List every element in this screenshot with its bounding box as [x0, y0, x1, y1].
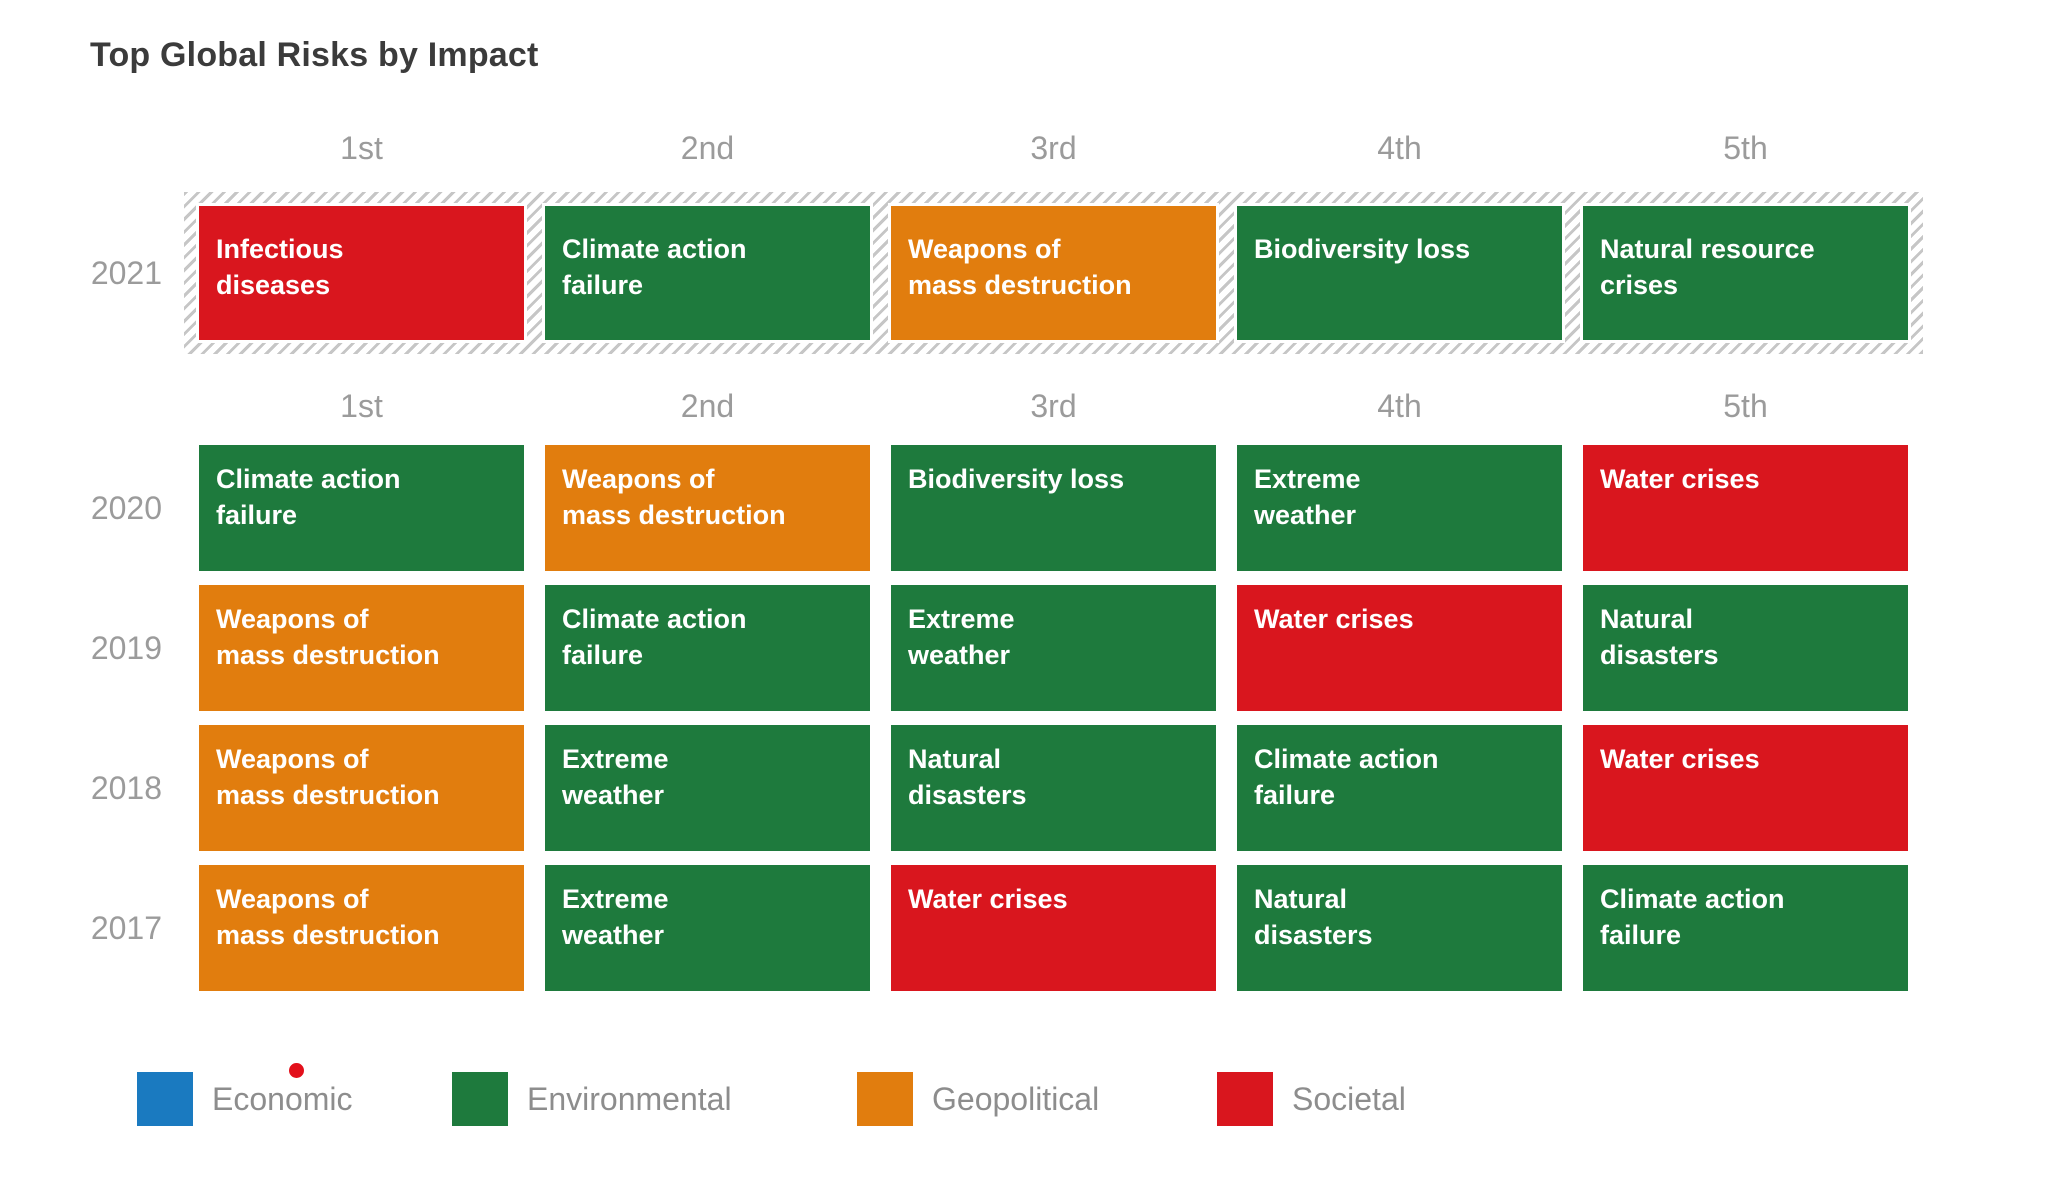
legend-label-societal: Societal: [1292, 1080, 1406, 1117]
risk-cell-2021-rank1-societal: Infectious diseases: [199, 206, 524, 340]
risk-row-2021: Infectious diseases Climate action failur…: [199, 206, 1908, 340]
risk-cell-2018-rank2-environmental: Extreme weather: [545, 725, 870, 851]
legend-item-geopolitical: Geopolitical: [857, 1072, 1099, 1126]
risk-cell-2018-rank4-environmental: Climate action failure: [1237, 725, 1562, 851]
rank-header-top-1: 1st: [340, 130, 383, 166]
risk-cell-2017-rank4-environmental: Natural disasters: [1237, 865, 1562, 991]
rank-header-bottom-5: 5th: [1723, 388, 1768, 424]
risk-cell-2019-rank2-environmental: Climate action failure: [545, 585, 870, 711]
legend-item-environmental: Environmental: [452, 1072, 732, 1126]
year-label-2018: 2018: [90, 770, 162, 806]
cursor-dot: [289, 1063, 304, 1078]
risk-cell-2020-rank5-societal: Water crises: [1583, 445, 1908, 571]
rank-header-bottom-2: 2nd: [680, 388, 735, 424]
year-label-2020: 2020: [90, 490, 162, 526]
risk-cell-2020-rank2-geopolitical: Weapons of mass destruction: [545, 445, 870, 571]
risk-cell-2021-rank2-environmental: Climate action failure: [545, 206, 870, 340]
legend-swatch-geopolitical: [857, 1072, 913, 1126]
legend-swatch-societal: [1217, 1072, 1273, 1126]
rank-header-bottom-4: 4th: [1377, 388, 1422, 424]
risk-cell-2019-rank4-societal: Water crises: [1237, 585, 1562, 711]
risk-rows-2020-2017: Climate action failure Weapons of mass de…: [199, 445, 1908, 991]
legend-item-economic: Economic: [137, 1072, 353, 1126]
rank-header-top-3: 3rd: [1030, 130, 1077, 166]
legend-label-geopolitical: Geopolitical: [932, 1080, 1100, 1117]
risk-cell-2017-rank1-geopolitical: Weapons of mass destruction: [199, 865, 524, 991]
risk-cell-2018-rank1-geopolitical: Weapons of mass destruction: [199, 725, 524, 851]
rank-header-top-5: 5th: [1723, 130, 1768, 166]
risk-cell-2021-rank3-geopolitical: Weapons of mass destruction: [891, 206, 1216, 340]
risk-cell-2017-rank2-environmental: Extreme weather: [545, 865, 870, 991]
year-label-2017: 2017: [90, 910, 162, 946]
legend-label-economic: Economic: [212, 1080, 353, 1117]
risk-cell-2020-rank1-environmental: Climate action failure: [199, 445, 524, 571]
legend-swatch-economic: [137, 1072, 193, 1126]
risk-cell-2017-rank3-societal: Water crises: [891, 865, 1216, 991]
legend-item-societal: Societal: [1217, 1072, 1406, 1126]
risk-cell-2018-rank3-environmental: Natural disasters: [891, 725, 1216, 851]
risk-cell-2018-rank5-societal: Water crises: [1583, 725, 1908, 851]
legend-swatch-environmental: [452, 1072, 508, 1126]
chart-title: Top Global Risks by Impact: [90, 36, 539, 74]
rank-header-bottom-1: 1st: [340, 388, 383, 424]
legend-label-environmental: Environmental: [527, 1080, 732, 1117]
risk-cell-2017-rank5-environmental: Climate action failure: [1583, 865, 1908, 991]
risk-cell-2020-rank3-environmental: Biodiversity loss: [891, 445, 1216, 571]
risk-cell-2019-rank1-geopolitical: Weapons of mass destruction: [199, 585, 524, 711]
risk-cell-2019-rank5-environmental: Natural disasters: [1583, 585, 1908, 711]
year-label-2021: 2021: [90, 255, 162, 291]
rank-header-row-2021: 1st 2nd 3rd 4th 5th: [199, 130, 1908, 167]
rank-header-top-4: 4th: [1377, 130, 1422, 166]
rank-header-bottom-3: 3rd: [1030, 388, 1077, 424]
risk-cell-2019-rank3-environmental: Extreme weather: [891, 585, 1216, 711]
risk-cell-2020-rank4-environmental: Extreme weather: [1237, 445, 1562, 571]
rank-header-row-history: 1st 2nd 3rd 4th 5th: [199, 388, 1908, 425]
risk-cell-2021-rank4-environmental: Biodiversity loss: [1237, 206, 1562, 340]
year-label-2019: 2019: [90, 630, 162, 666]
rank-header-top-2: 2nd: [680, 130, 735, 166]
risk-cell-2021-rank5-environmental: Natural resource crises: [1583, 206, 1908, 340]
